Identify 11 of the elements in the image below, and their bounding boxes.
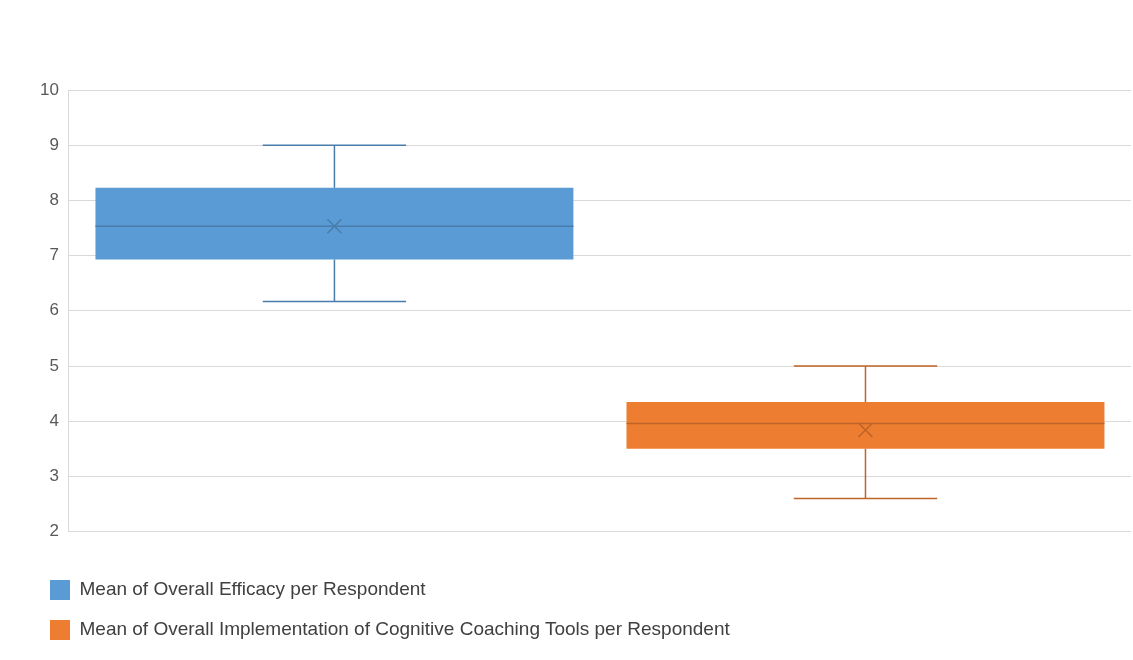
y-tick-label: 4 — [49, 410, 59, 430]
legend-label: Mean of Overall Implementation of Cognitive Coaching Tools per Respondent — [79, 618, 731, 640]
y-tick-label: 2 — [49, 521, 59, 541]
legend-label: Mean of Overall Efficacy per Respondent — [79, 578, 427, 600]
y-tick-label: 3 — [49, 466, 59, 486]
y-tick-label: 8 — [49, 190, 59, 210]
y-tick-label: 10 — [39, 79, 59, 99]
y-tick-label: 6 — [49, 300, 59, 320]
y-tick-label: 9 — [49, 134, 59, 154]
y-tick-label: 7 — [49, 245, 59, 265]
y-tick-label: 5 — [49, 355, 59, 375]
